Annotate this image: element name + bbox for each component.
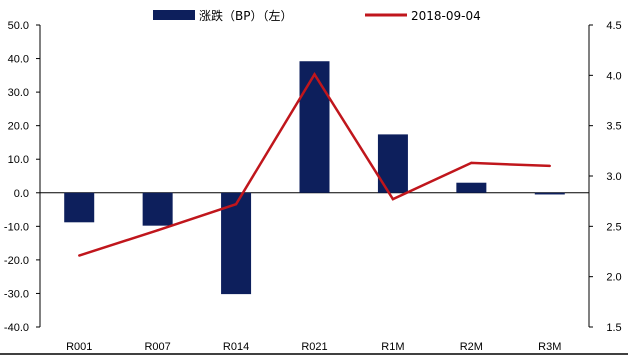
- line-point-R3M: [548, 164, 551, 168]
- line-point-R021: [313, 73, 316, 76]
- right-tick-label: 1.5: [606, 322, 621, 334]
- left-tick-label: -10.0: [4, 221, 29, 233]
- legend: 涨跌（BP）（左） 2018-09-04: [153, 8, 481, 23]
- left-tick-label: 40.0: [8, 54, 29, 66]
- bar-R2M: [456, 182, 487, 193]
- bar-R001: [64, 192, 95, 223]
- bar-R007: [142, 192, 173, 226]
- x-tick-label: R021: [301, 341, 327, 353]
- line-point-R007: [156, 229, 159, 232]
- x-tick-label: R3M: [538, 341, 561, 353]
- bar-R3M: [534, 192, 565, 195]
- right-tick-label: 2.5: [606, 221, 621, 233]
- legend-bar-swatch: [153, 10, 195, 20]
- line-point-R1M: [391, 197, 395, 201]
- axes: [0, 24, 628, 355]
- left-tick-label: 50.0: [8, 20, 29, 32]
- bar-series: [64, 61, 565, 295]
- right-tick-label: 4.5: [606, 20, 621, 32]
- line-point-R001: [78, 254, 81, 257]
- left-tick-label: 0.0: [14, 188, 29, 200]
- bar-R021: [299, 61, 330, 193]
- legend-line-label: 2018-09-04: [411, 9, 481, 23]
- left-tick-label: -20.0: [4, 255, 29, 267]
- left-tick-label: -30.0: [4, 288, 29, 300]
- left-tick-label: 10.0: [8, 154, 29, 166]
- x-tick-label: R014: [223, 341, 249, 353]
- x-tick-label: R2M: [460, 341, 483, 353]
- left-tick-label: -40.0: [4, 322, 29, 334]
- left-tick-label: 20.0: [8, 121, 29, 133]
- right-tick-label: 3.0: [606, 171, 621, 183]
- tick-labels: 50.0 40.0 30.0 20.0 10.0 0.0 -10.0 -20.0 -30.0 -4…: [4, 20, 622, 353]
- line-point-R2M: [470, 161, 473, 165]
- bar-R014: [221, 192, 252, 295]
- line-point-R014: [234, 202, 238, 206]
- left-tick-label: 30.0: [8, 87, 29, 99]
- x-tick-label: R001: [66, 341, 92, 353]
- line-series: [78, 71, 551, 257]
- right-tick-label: 2.0: [606, 272, 621, 284]
- right-tick-label: 3.5: [606, 121, 621, 133]
- right-tick-label: 4.0: [606, 70, 621, 82]
- x-tick-label: R007: [144, 341, 170, 353]
- legend-bar-label: 涨跌（BP）（左）: [199, 8, 292, 23]
- x-tick-label: R1M: [381, 341, 404, 353]
